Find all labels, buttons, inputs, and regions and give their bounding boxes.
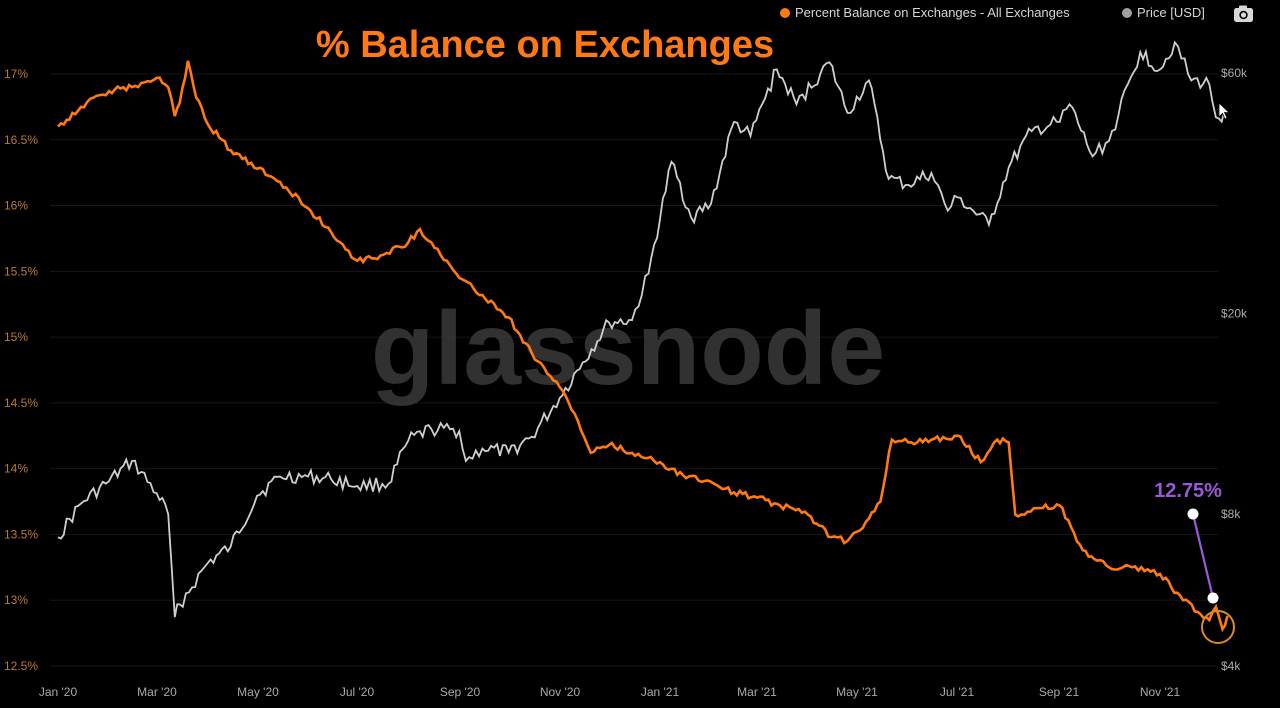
- right-axis-tick-label: $4k: [1221, 659, 1241, 673]
- x-axis-tick-label: Mar '20: [137, 685, 177, 699]
- annotation-label: 12.75%: [1154, 480, 1222, 502]
- x-axis-tick-label: Jul '21: [940, 685, 975, 699]
- x-axis-tick-label: Sep '21: [1039, 685, 1080, 699]
- x-axis-tick-label: May '20: [237, 685, 279, 699]
- right-axis-tick-label: $8k: [1221, 507, 1241, 521]
- left-axis-tick-label: 17%: [4, 67, 28, 81]
- balance-series-line: [57, 60, 1229, 633]
- left-axis-tick-label: 13%: [4, 593, 28, 607]
- x-axis-tick-label: Jan '20: [39, 685, 78, 699]
- left-axis-tick-label: 12.5%: [4, 659, 38, 673]
- camera-icon[interactable]: [1234, 5, 1253, 23]
- legend: Percent Balance on Exchanges - All Excha…: [780, 5, 1205, 20]
- left-axis-tick-label: 15%: [4, 330, 28, 344]
- left-axis-tick-label: 16.5%: [4, 133, 38, 147]
- right-axis-tick-label: $20k: [1221, 307, 1248, 321]
- left-axis-tick-label: 14.5%: [4, 396, 38, 410]
- x-axis-tick-label: Jan '21: [641, 685, 680, 699]
- legend-swatch-balance: [780, 8, 790, 18]
- cursor-arrow-icon: [1218, 102, 1231, 120]
- left-axis-tick-label: 13.5%: [4, 527, 38, 541]
- annotation-anchor-bottom: [1207, 592, 1219, 604]
- left-axis-tick-label: 14%: [4, 462, 28, 476]
- price-series-line: [57, 40, 1229, 618]
- annotation-connector: [1191, 513, 1215, 599]
- right-axis-tick-label: $60k: [1221, 66, 1248, 80]
- left-axis-tick-label: 16%: [4, 199, 28, 213]
- right-axis-ticks: $60k $20k $8k $4k: [1221, 66, 1248, 673]
- x-axis-tick-label: Jul '20: [340, 685, 375, 699]
- annotation-highlight-circle: [1201, 610, 1235, 644]
- x-axis-tick-label: Sep '20: [440, 685, 481, 699]
- x-axis-tick-label: Nov '21: [1140, 685, 1181, 699]
- left-axis-ticks: 17% 16.5% 16% 15.5% 15% 14.5% 14% 13.5% 13% 12.5%: [4, 67, 38, 673]
- left-axis-tick-label: 15.5%: [4, 264, 38, 278]
- annotation-anchor-top: [1187, 508, 1199, 520]
- x-axis-tick-label: Mar '21: [737, 685, 777, 699]
- annotation: 12.75%: [1154, 480, 1235, 644]
- legend-label-balance[interactable]: Percent Balance on Exchanges - All Excha…: [795, 5, 1070, 20]
- x-axis-tick-label: May '21: [836, 685, 878, 699]
- legend-swatch-price: [1122, 8, 1132, 18]
- gridlines: [50, 73, 1218, 667]
- watermark: glassnode: [371, 291, 885, 407]
- x-axis-tick-label: Nov '20: [540, 685, 581, 699]
- x-axis-ticks: Jan '20 Mar '20 May '20 Jul '20 Sep '20 Nov '…: [39, 685, 1181, 699]
- legend-label-price[interactable]: Price [USD]: [1137, 5, 1205, 20]
- chart-title: % Balance on Exchanges: [316, 24, 774, 66]
